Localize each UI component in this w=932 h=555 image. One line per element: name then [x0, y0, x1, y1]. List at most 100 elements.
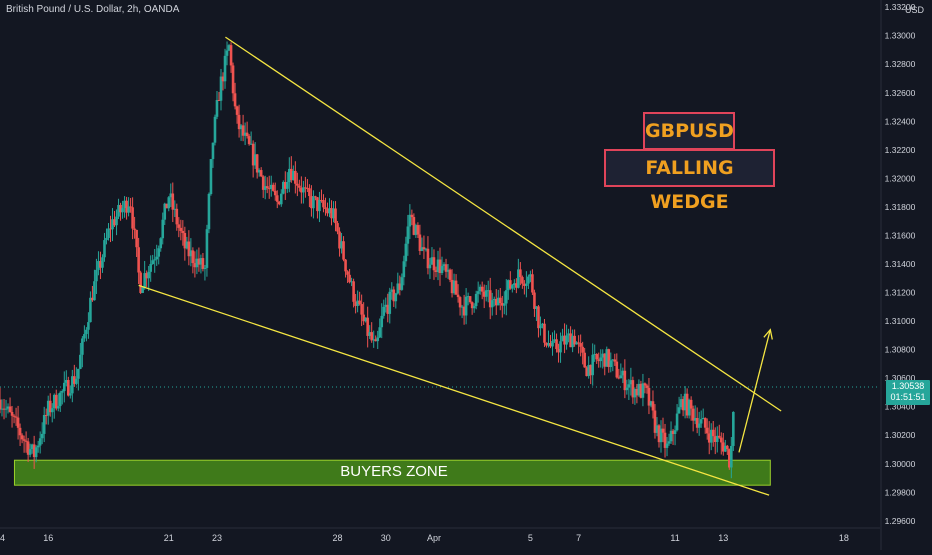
candle-body — [378, 327, 382, 338]
candle-body — [474, 293, 478, 307]
candle-body — [655, 425, 659, 433]
candle-body — [617, 377, 621, 379]
candle-body — [456, 294, 460, 298]
candle-body — [527, 276, 530, 284]
candle-body — [189, 250, 193, 257]
candle-body — [502, 303, 506, 306]
x-tick-label: 7 — [576, 533, 581, 543]
candle-body — [75, 378, 78, 384]
symbol-annotation: GBPUSD — [643, 112, 735, 150]
x-tick-label: 5 — [528, 533, 533, 543]
candle-body — [368, 332, 371, 336]
candle-body — [203, 267, 207, 269]
candle-body — [56, 406, 60, 409]
candle-body — [563, 335, 566, 345]
candle-body — [408, 214, 412, 227]
candle-body — [390, 289, 394, 292]
candle-body — [151, 260, 154, 265]
candle-body — [715, 435, 719, 442]
candle-body — [221, 76, 225, 82]
candle-body — [492, 298, 496, 301]
candle-body — [599, 357, 603, 362]
candle-body — [263, 186, 267, 190]
candle-body — [312, 196, 315, 209]
candle-body — [470, 302, 474, 309]
candle-body — [308, 188, 311, 197]
chart-title: British Pound / U.S. Dollar, 2h, OANDA — [6, 4, 180, 15]
candle-body — [521, 277, 524, 284]
candle-body — [478, 286, 482, 292]
x-tick-label: 23 — [212, 533, 222, 543]
candle-body — [671, 430, 675, 435]
candle-body — [515, 283, 518, 288]
candle-body — [231, 65, 235, 94]
candle-body — [440, 265, 444, 273]
candle-body — [595, 354, 599, 360]
y-tick-label: 1.29800 — [885, 487, 916, 497]
candle-body — [259, 170, 263, 177]
candle-body — [362, 314, 365, 322]
candle-body — [219, 76, 223, 101]
candle-body — [657, 425, 661, 443]
upper-trendline — [225, 36, 782, 412]
candle-body — [458, 297, 462, 308]
candle-body — [593, 354, 597, 356]
candle-body — [669, 430, 673, 442]
candle-body — [703, 417, 707, 428]
candle-body — [175, 208, 179, 225]
candle-body — [91, 297, 94, 301]
x-tick-label: 28 — [333, 533, 343, 543]
candle-body — [523, 283, 526, 286]
candle-body — [460, 306, 464, 308]
candle-body — [137, 247, 140, 273]
candle-body — [575, 342, 578, 345]
candle-body — [681, 399, 685, 411]
candle-body — [215, 99, 219, 117]
candle-body — [621, 370, 625, 376]
candle-body — [143, 273, 146, 288]
candle-body — [699, 419, 703, 424]
candle-body — [683, 393, 687, 411]
candle-body — [211, 142, 215, 160]
candle-body — [111, 219, 114, 230]
candle-body — [117, 204, 120, 217]
candle-body — [50, 408, 54, 413]
candle-body — [633, 388, 637, 398]
candle-body — [281, 182, 285, 194]
y-tick-label: 1.31800 — [885, 202, 916, 212]
candle-body — [488, 290, 492, 308]
candle-body — [673, 430, 677, 435]
candle-body — [85, 329, 88, 335]
candle-body — [719, 437, 723, 443]
candle-body — [20, 435, 24, 440]
candle-body — [559, 341, 562, 353]
candle-body — [480, 286, 484, 292]
candle-body — [283, 182, 287, 189]
candle-body — [505, 290, 508, 304]
candle-body — [603, 353, 607, 367]
candle-body — [436, 259, 440, 272]
candle-body — [179, 227, 183, 231]
candle-body — [153, 259, 157, 261]
candle-body — [241, 125, 245, 136]
candle-body — [517, 269, 520, 288]
candle-body — [83, 334, 86, 339]
candle-body — [442, 264, 446, 266]
candle-body — [496, 297, 500, 306]
candle-body — [201, 258, 205, 269]
candle-body — [396, 283, 400, 294]
candle-body — [334, 208, 337, 224]
candle-body — [193, 263, 197, 268]
candle-body — [322, 200, 325, 208]
candle-body — [24, 440, 28, 442]
candle-body — [300, 187, 303, 193]
x-tick-label: 30 — [381, 533, 391, 543]
candle-body — [625, 387, 629, 391]
candle-body — [611, 359, 615, 361]
candle-body — [255, 154, 259, 173]
candle-body — [28, 449, 32, 455]
candle-body — [500, 303, 504, 306]
candle-body — [665, 443, 669, 448]
candle-body — [723, 445, 727, 452]
